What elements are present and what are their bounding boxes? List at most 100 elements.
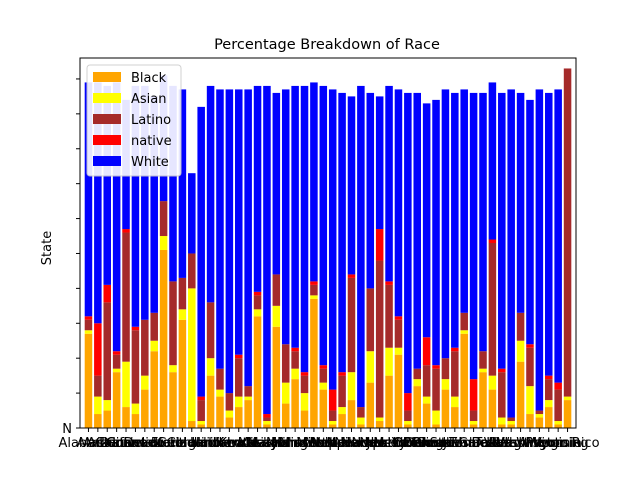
bar-latino-7 bbox=[150, 312, 158, 341]
bar-white-24 bbox=[310, 82, 318, 282]
x-tick-label-14: Indiana bbox=[196, 436, 244, 451]
bar-asian-44 bbox=[498, 417, 506, 425]
bar-asian-13 bbox=[206, 358, 215, 376]
x-tick-label-27: Nebraska bbox=[311, 436, 372, 451]
bar-asian-38 bbox=[441, 379, 450, 390]
bar-white-45 bbox=[507, 89, 515, 418]
bar-latino-30 bbox=[366, 288, 375, 352]
bar-native-43 bbox=[488, 239, 497, 243]
bar-white-32 bbox=[385, 85, 393, 282]
bar-native-41 bbox=[469, 379, 478, 411]
bar-white-41 bbox=[469, 92, 478, 380]
bar-native-26 bbox=[328, 389, 337, 411]
bar-asian-22 bbox=[291, 368, 299, 380]
x-tick-label-24: Mississippi bbox=[279, 436, 348, 451]
x-tick-label-42: Tennessee bbox=[448, 436, 517, 451]
bar-asian-39 bbox=[451, 396, 459, 408]
chart-title: Percentage Breakdown of Race bbox=[214, 37, 440, 53]
bar-asian-40 bbox=[460, 330, 468, 334]
x-tick-label-36: Oklahoma bbox=[394, 436, 460, 451]
y-axis-label: State bbox=[40, 231, 55, 265]
bar-black-44 bbox=[498, 424, 506, 428]
x-tick-label-37: Oregon bbox=[412, 436, 460, 451]
x-tick-label-32: New York bbox=[359, 436, 419, 451]
bar-white-25 bbox=[319, 85, 328, 366]
bar-white-39 bbox=[451, 92, 459, 348]
bar-native-4 bbox=[122, 229, 130, 233]
bar-black-1 bbox=[94, 414, 102, 428]
x-tick-label-12: Idaho bbox=[183, 436, 219, 451]
bar-black-17 bbox=[244, 400, 252, 428]
bar-black-40 bbox=[460, 333, 468, 428]
legend-label-native: native bbox=[131, 134, 172, 149]
bar-white-27 bbox=[338, 92, 346, 373]
bar-black-43 bbox=[488, 389, 497, 428]
x-tick-label-23: Minnesota bbox=[271, 436, 338, 451]
bar-white-31 bbox=[375, 96, 384, 230]
bar-latino-33 bbox=[394, 319, 403, 348]
x-tick-label-22: Michigan bbox=[266, 436, 324, 451]
bar-asian-33 bbox=[394, 347, 403, 355]
bar-black-14 bbox=[216, 396, 224, 428]
x-tick-label-39: Rhode Island bbox=[413, 436, 497, 451]
bar-black-32 bbox=[385, 375, 393, 428]
bar-black-28 bbox=[347, 400, 356, 428]
bar-black-21 bbox=[281, 403, 290, 428]
bar-black-35 bbox=[413, 386, 421, 428]
legend-label-asian: Asian bbox=[131, 92, 166, 107]
bar-latino-38 bbox=[441, 358, 450, 380]
bar-native-37 bbox=[432, 365, 440, 369]
bar-asian-51 bbox=[563, 396, 572, 401]
bar-black-8 bbox=[159, 249, 168, 428]
bar-latino-5 bbox=[131, 330, 140, 404]
bar-white-44 bbox=[498, 92, 506, 369]
bar-black-23 bbox=[300, 410, 309, 428]
bar-latino-23 bbox=[300, 375, 309, 394]
x-tick-label-1: Alaska bbox=[77, 436, 120, 451]
x-tick-label-11: Hawaii bbox=[170, 436, 214, 451]
bar-latino-41 bbox=[469, 410, 478, 422]
bar-native-1 bbox=[94, 323, 102, 376]
x-tick-label-6: Connecticut bbox=[106, 436, 184, 451]
x-tick-label-43: Texas bbox=[473, 436, 510, 451]
bar-black-50 bbox=[554, 424, 562, 428]
x-tick-label-18: Louisiana bbox=[227, 436, 288, 451]
x-tick-label-17: Kentucky bbox=[218, 436, 278, 451]
bar-asian-31 bbox=[375, 417, 384, 422]
x-tick-label-21: Massachusetts bbox=[238, 436, 334, 451]
bar-white-19 bbox=[263, 85, 271, 415]
x-tick-label-10: Georgia bbox=[157, 436, 208, 451]
bar-asian-26 bbox=[328, 421, 337, 425]
bar-asian-50 bbox=[554, 421, 562, 425]
bar-latino-27 bbox=[338, 375, 346, 408]
bar-asian-19 bbox=[263, 421, 271, 425]
bar-asian-32 bbox=[385, 347, 393, 376]
bar-black-2 bbox=[103, 410, 111, 428]
legend-frame bbox=[86, 64, 182, 177]
bar-white-6 bbox=[141, 85, 149, 320]
bar-black-39 bbox=[451, 407, 459, 428]
bar-white-3 bbox=[112, 82, 121, 352]
bar-white-11 bbox=[188, 173, 196, 254]
bar-asian-6 bbox=[141, 375, 149, 390]
bar-latino-6 bbox=[141, 319, 149, 376]
bar-black-5 bbox=[131, 414, 140, 428]
x-tick-label-30: New Jersey bbox=[334, 436, 406, 451]
bar-white-37 bbox=[432, 99, 440, 366]
bar-latino-51 bbox=[563, 68, 572, 397]
axes-group: NAlabamaAlaskaArizonaArkansasCaliforniaC… bbox=[58, 57, 600, 451]
bar-white-26 bbox=[328, 89, 337, 390]
bar-white-0 bbox=[84, 82, 93, 317]
bar-latino-31 bbox=[375, 260, 384, 418]
bar-white-46 bbox=[516, 92, 525, 313]
x-tick-label-46: Virginia bbox=[496, 436, 545, 451]
bar-latino-24 bbox=[310, 284, 318, 296]
bar-latino-44 bbox=[498, 372, 506, 418]
bar-asian-5 bbox=[131, 403, 140, 415]
bar-black-4 bbox=[122, 407, 130, 428]
bar-black-18 bbox=[253, 316, 262, 428]
bar-asian-10 bbox=[178, 309, 187, 320]
bar-white-40 bbox=[460, 89, 468, 313]
bar-white-36 bbox=[422, 103, 431, 338]
bar-latino-9 bbox=[169, 281, 177, 366]
